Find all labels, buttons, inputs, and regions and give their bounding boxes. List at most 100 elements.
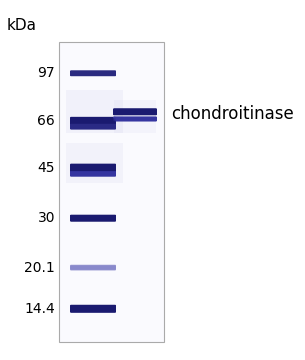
Text: 14.4: 14.4 [24,302,55,316]
Bar [59,42,164,342]
FancyBboxPatch shape [70,266,116,269]
FancyBboxPatch shape [70,171,116,176]
FancyBboxPatch shape [70,119,116,123]
FancyBboxPatch shape [70,166,116,171]
FancyBboxPatch shape [70,70,116,76]
FancyBboxPatch shape [113,110,157,113]
FancyBboxPatch shape [113,109,156,114]
FancyBboxPatch shape [70,72,116,75]
FancyBboxPatch shape [70,117,116,124]
FancyBboxPatch shape [70,165,116,171]
FancyBboxPatch shape [113,109,157,114]
FancyBboxPatch shape [70,164,116,172]
FancyBboxPatch shape [70,125,116,129]
FancyBboxPatch shape [70,215,116,222]
FancyBboxPatch shape [70,216,116,220]
FancyBboxPatch shape [70,71,116,76]
FancyBboxPatch shape [113,117,157,121]
Text: 20.1: 20.1 [24,261,55,275]
FancyBboxPatch shape [113,110,157,114]
FancyBboxPatch shape [70,172,116,176]
FancyBboxPatch shape [70,118,116,124]
FancyBboxPatch shape [70,215,116,221]
FancyBboxPatch shape [70,165,116,171]
FancyBboxPatch shape [70,266,116,270]
FancyBboxPatch shape [113,117,157,121]
FancyBboxPatch shape [70,163,116,172]
FancyBboxPatch shape [70,306,116,312]
FancyBboxPatch shape [70,266,116,270]
FancyBboxPatch shape [70,171,116,176]
FancyBboxPatch shape [70,306,116,312]
FancyBboxPatch shape [70,306,116,311]
Bar [66,90,124,132]
FancyBboxPatch shape [113,108,157,115]
FancyBboxPatch shape [113,117,156,121]
FancyBboxPatch shape [70,166,116,171]
FancyBboxPatch shape [70,307,116,311]
FancyBboxPatch shape [70,265,116,270]
FancyBboxPatch shape [70,124,116,129]
FancyBboxPatch shape [70,118,116,123]
FancyBboxPatch shape [113,109,157,115]
FancyBboxPatch shape [70,172,116,176]
FancyBboxPatch shape [70,305,116,312]
FancyBboxPatch shape [70,71,116,76]
FancyBboxPatch shape [113,109,157,114]
FancyBboxPatch shape [70,71,116,76]
FancyBboxPatch shape [113,117,157,121]
FancyBboxPatch shape [70,216,116,220]
FancyBboxPatch shape [70,125,116,129]
FancyBboxPatch shape [70,216,116,220]
FancyBboxPatch shape [70,216,116,221]
FancyBboxPatch shape [70,117,116,124]
FancyBboxPatch shape [70,164,116,172]
FancyBboxPatch shape [70,171,116,176]
FancyBboxPatch shape [70,265,116,270]
FancyBboxPatch shape [70,123,116,130]
FancyBboxPatch shape [70,216,116,220]
FancyBboxPatch shape [70,172,116,175]
FancyBboxPatch shape [70,118,116,123]
FancyBboxPatch shape [70,215,116,221]
FancyBboxPatch shape [70,118,116,123]
FancyBboxPatch shape [70,305,116,313]
FancyBboxPatch shape [113,117,157,121]
FancyBboxPatch shape [70,117,116,125]
FancyBboxPatch shape [70,171,116,176]
FancyBboxPatch shape [70,124,116,129]
FancyBboxPatch shape [70,306,116,311]
Text: kDa: kDa [7,18,37,33]
FancyBboxPatch shape [113,117,157,121]
FancyBboxPatch shape [70,171,116,177]
FancyBboxPatch shape [113,110,157,114]
FancyBboxPatch shape [70,124,116,129]
FancyBboxPatch shape [70,125,116,128]
FancyBboxPatch shape [70,124,116,129]
FancyBboxPatch shape [70,125,116,129]
FancyBboxPatch shape [70,172,116,176]
FancyBboxPatch shape [70,166,116,170]
FancyBboxPatch shape [70,265,116,270]
FancyBboxPatch shape [70,305,116,312]
Bar [66,143,124,183]
FancyBboxPatch shape [70,71,116,76]
FancyBboxPatch shape [70,71,116,75]
FancyBboxPatch shape [70,265,116,270]
FancyBboxPatch shape [70,165,116,171]
Text: 30: 30 [38,211,55,225]
Text: 97: 97 [38,66,55,80]
FancyBboxPatch shape [113,109,157,115]
Bar [114,100,156,132]
FancyBboxPatch shape [70,265,116,271]
FancyBboxPatch shape [113,117,157,121]
FancyBboxPatch shape [70,71,116,75]
FancyBboxPatch shape [70,266,116,270]
FancyBboxPatch shape [113,117,157,121]
FancyBboxPatch shape [70,71,116,75]
FancyBboxPatch shape [70,216,116,221]
FancyBboxPatch shape [70,306,116,311]
Text: 66: 66 [37,114,55,128]
Text: 45: 45 [38,161,55,175]
FancyBboxPatch shape [70,118,116,124]
